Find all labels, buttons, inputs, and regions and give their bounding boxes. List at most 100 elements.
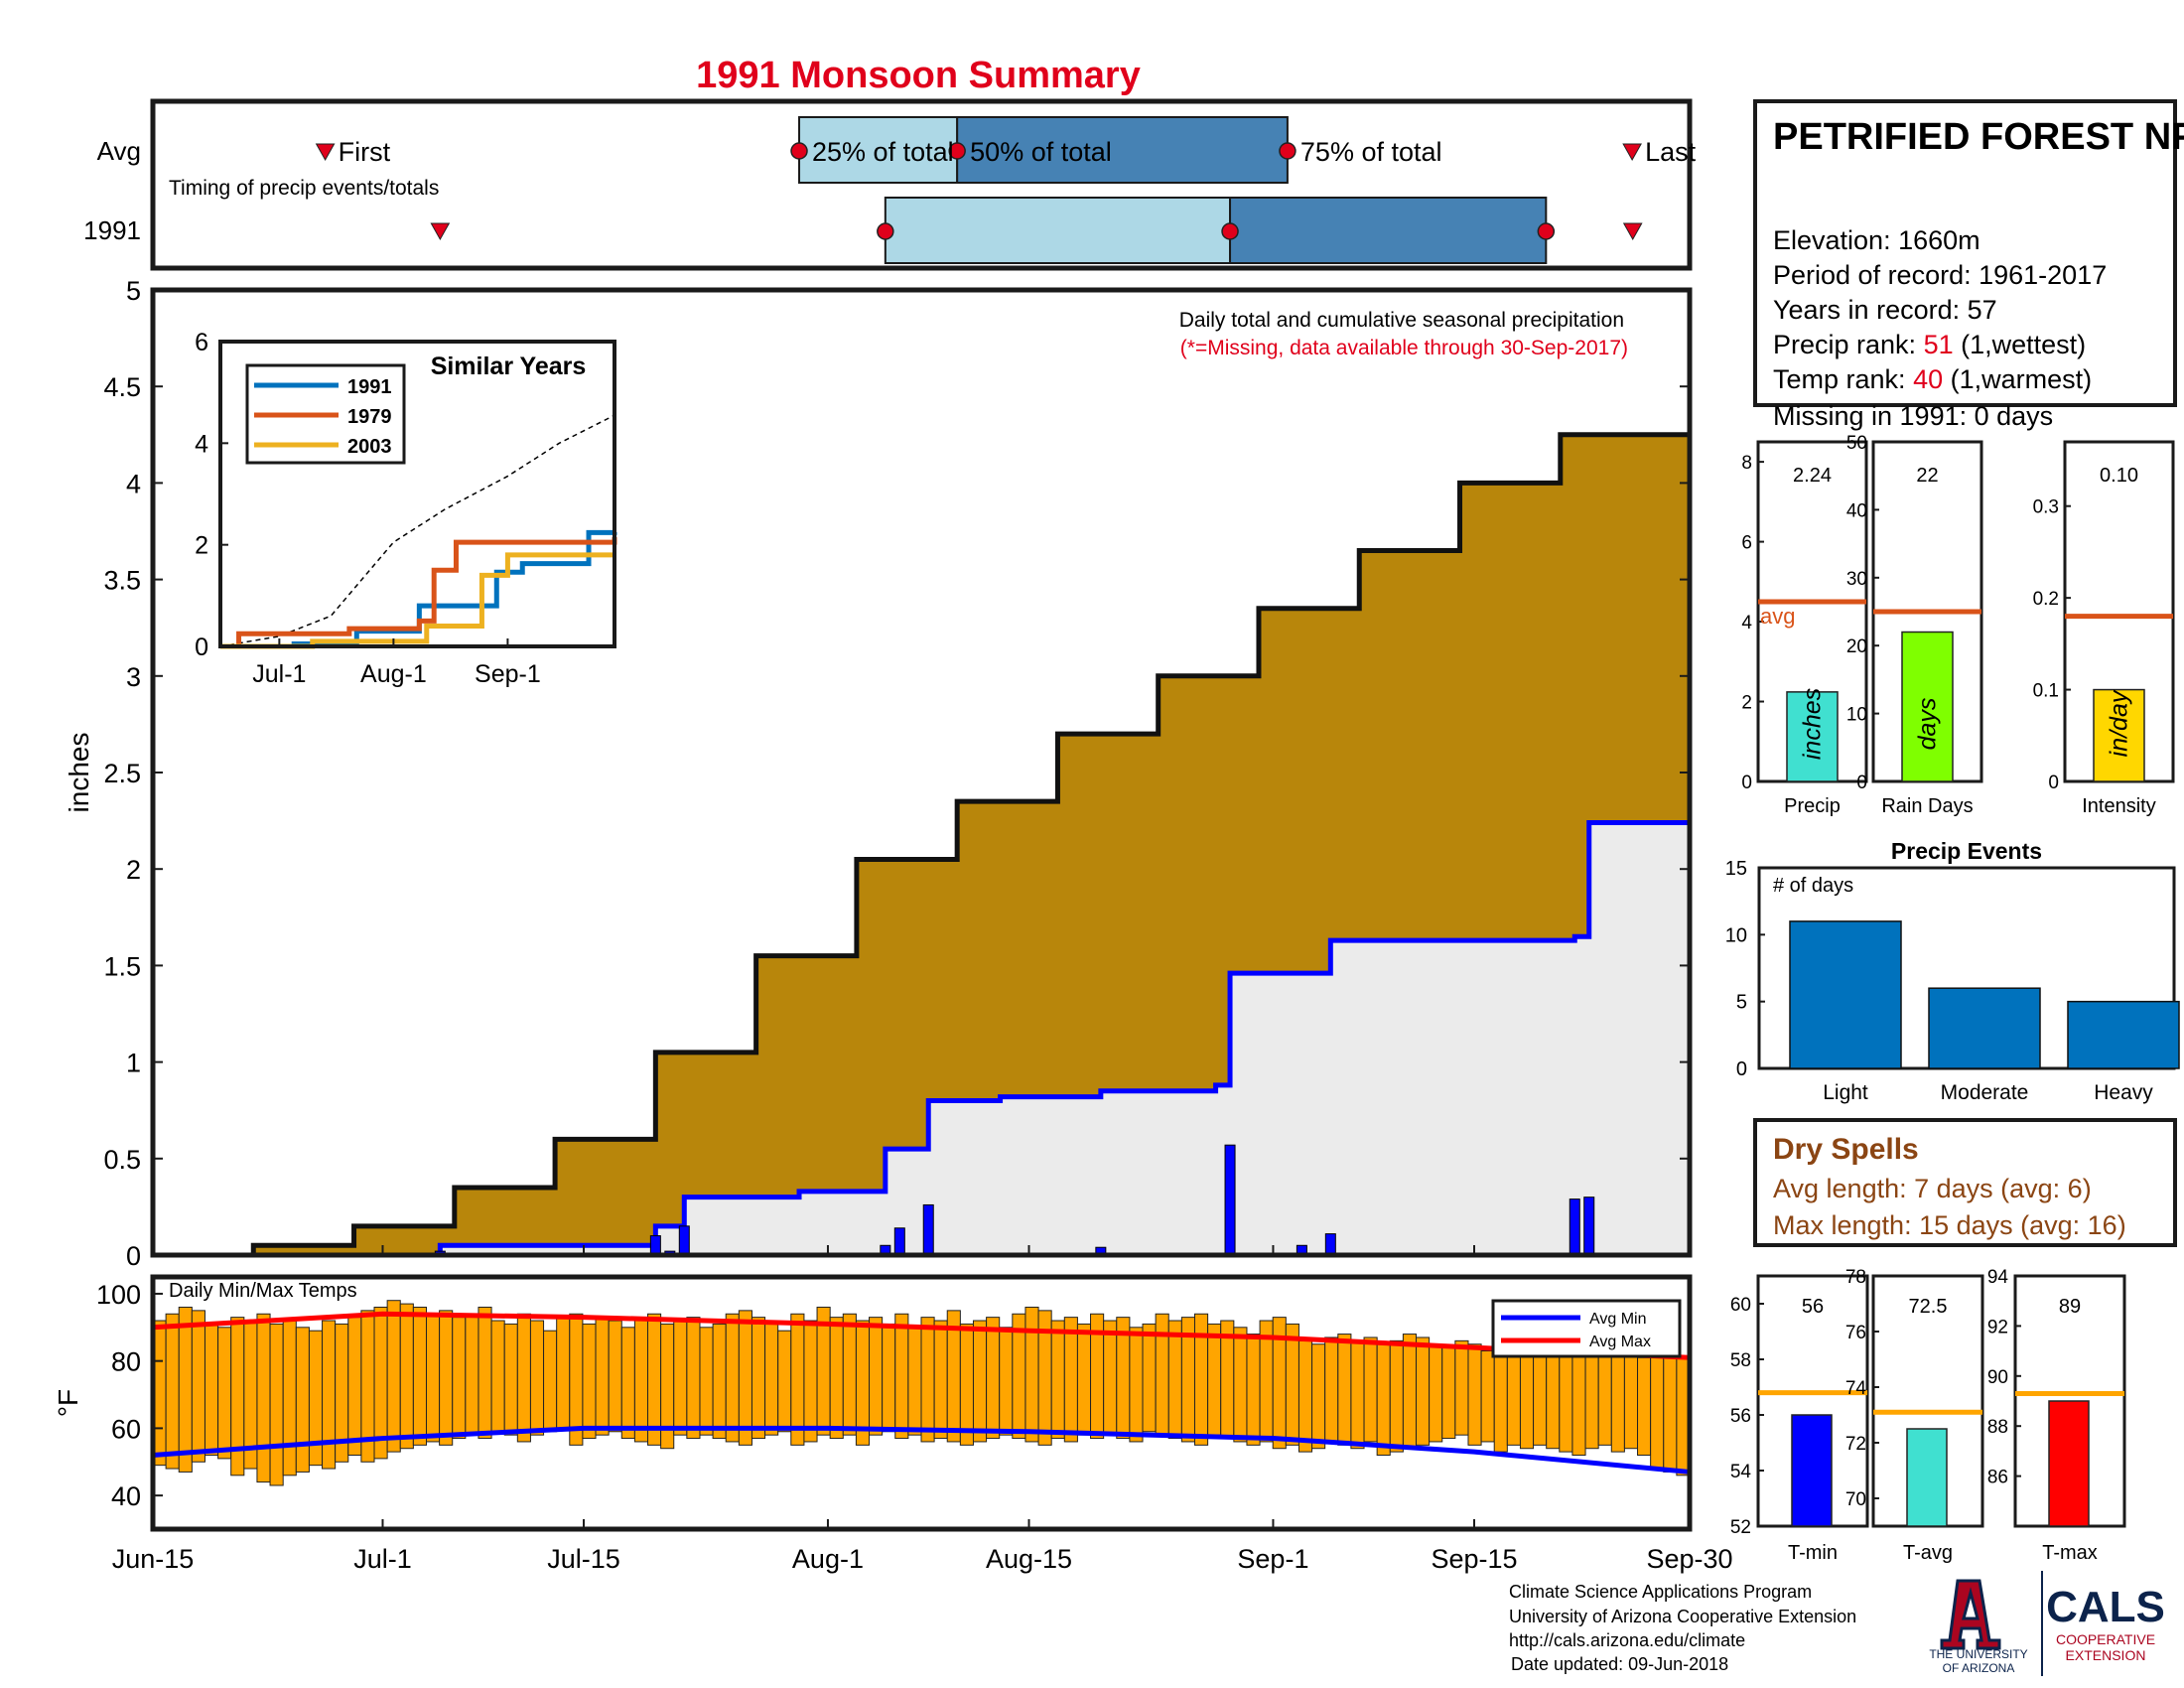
daily-temp-bar — [595, 1317, 610, 1436]
figure-title: 1991 Monsoon Summary — [696, 55, 1141, 96]
daily-temp-bar — [1546, 1353, 1561, 1450]
avg-first-marker — [315, 143, 336, 162]
inset-ytick-label: 6 — [195, 329, 208, 356]
summary-tick-1: 50 — [1846, 433, 1867, 454]
avg-q50-label: 50% of total — [970, 137, 1112, 167]
summary-tick-1: 40 — [1846, 500, 1867, 521]
daily-temp-bar — [1441, 1346, 1456, 1440]
daily-temp-bar — [633, 1317, 649, 1443]
temp-summary-bars: 56 T-min 52 54 56 58 60 72.5 T-avg 70 72 74 76 78 89 T-… — [1730, 1267, 2126, 1564]
avg-q25-label: 25% of total — [812, 137, 954, 167]
temp-summary-bar-2 — [2048, 1400, 2090, 1527]
footer-date: Date updated: 09-Jun-2018 — [1511, 1654, 1728, 1674]
cals-logo: CALS — [2046, 1583, 2165, 1631]
daily-temp-bar — [1454, 1339, 1469, 1436]
cumulative-avg-line — [153, 376, 1693, 1258]
daily-temp-bar — [1376, 1343, 1391, 1456]
temp-summary-tick-2: 92 — [1987, 1317, 2008, 1337]
temp-summary-tick-0: 60 — [1730, 1295, 1751, 1316]
ua-logo: THE UNIVERSITY OF ARIZONA — [1929, 1579, 2028, 1675]
daily-temp-bar — [1297, 1339, 1313, 1453]
cumulative-1991-area — [153, 820, 1690, 1255]
daily-temp-bar — [269, 1323, 284, 1486]
daily-temp-bar — [686, 1317, 701, 1440]
daily-temp-bar — [1623, 1353, 1639, 1450]
legend-label-1991: 1991 — [347, 376, 392, 398]
daily-temp-bar — [1597, 1346, 1612, 1446]
inset-avg-line — [219, 414, 615, 647]
daily-temp-bar — [882, 1323, 896, 1433]
daily-temp-bar — [699, 1327, 714, 1436]
daily-temp-bar — [295, 1327, 310, 1473]
dry-spells-max: Max length: 15 days (avg: 16) — [1773, 1210, 2126, 1240]
daily-temp-bar — [1416, 1336, 1431, 1446]
daily-temp-bar — [1533, 1350, 1548, 1446]
summary-tick-0: 6 — [1741, 533, 1752, 554]
precip-ytick-label: 3.5 — [103, 566, 141, 596]
events-category-label: Light — [1823, 1081, 1868, 1104]
daily-temp-bar — [1324, 1336, 1339, 1443]
daily-temp-bar — [1063, 1317, 1078, 1443]
summary-tick-2: 0 — [2048, 773, 2059, 793]
precip-ytick-label: 0.5 — [103, 1145, 141, 1175]
precip-rank-value: 51 — [1924, 330, 1954, 359]
precip-ytick-label: 2 — [126, 855, 141, 885]
summary-avg-label: avg — [1760, 604, 1795, 629]
year-q50-marker — [1221, 222, 1239, 240]
temp-label: Daily Min/Max Temps — [169, 1280, 357, 1302]
timing-caption: Timing of precip events/totals — [169, 177, 439, 200]
dry-spells-panel: Dry Spells Avg length: 7 days (avg: 6) M… — [1753, 1118, 2177, 1247]
daily-temp-bar — [256, 1313, 271, 1483]
summary-bar-1 — [1901, 631, 1954, 782]
precip-ytick-label: 1 — [126, 1049, 141, 1078]
temp-summary-tick-1: 76 — [1845, 1323, 1866, 1343]
xtick-label: Aug-1 — [792, 1544, 864, 1574]
daily-precip-bar — [893, 1227, 905, 1256]
daily-temp-bar — [725, 1313, 740, 1443]
temp-summary-tick-0: 56 — [1730, 1406, 1751, 1427]
daily-precip-bar — [678, 1225, 690, 1256]
station-elevation: Elevation: 1660m — [1773, 225, 1980, 255]
daily-temp-bar — [1167, 1320, 1182, 1440]
similar-years-inset: 0 2 4 6 Jul-1 Aug-1 Sep-1 Similar Years 1991 1… — [195, 329, 617, 688]
footer-url: http://cals.arizona.edu/climate — [1509, 1630, 1745, 1650]
daily-temp-bar — [803, 1320, 818, 1443]
inset-line-1979 — [220, 536, 617, 649]
daily-temp-bar — [738, 1310, 752, 1446]
station-info-frame — [1753, 99, 2177, 407]
daily-temp-bar — [217, 1327, 232, 1460]
avg-max-line — [152, 1311, 1691, 1360]
daily-temp-bar — [1050, 1320, 1065, 1440]
avg-min-line — [152, 1425, 1691, 1475]
daily-temp-bar — [790, 1313, 805, 1446]
daily-temp-bar — [425, 1313, 441, 1443]
daily-temp-bar — [1350, 1339, 1365, 1450]
avg-q75-label: 75% of total — [1300, 137, 1442, 167]
dry-spells-avg: Avg length: 7 days (avg: 6) — [1773, 1174, 2092, 1203]
temp-ylabel: °F — [53, 1389, 83, 1417]
events-ytick-label: 5 — [1736, 992, 1747, 1014]
temp-summary-tick-0: 54 — [1730, 1462, 1752, 1482]
daily-temp-bar — [478, 1306, 492, 1440]
daily-temp-bar — [1246, 1334, 1261, 1446]
temp-chart: 40 60 80 100 Jun-15 Jul-1 Jul-15 Aug-1 Aug-15 Sep… — [53, 1274, 1733, 1574]
avg-last-marker — [1622, 143, 1642, 162]
daily-temp-bar — [999, 1327, 1014, 1436]
temp-ytick-label: 40 — [111, 1481, 141, 1511]
temp-summary-tick-2: 86 — [1987, 1468, 2008, 1488]
temp-legend: Avg Min Avg Max — [1491, 1299, 1682, 1358]
temp-summary-bar-0 — [1791, 1414, 1833, 1527]
year-q75-marker — [1537, 222, 1556, 240]
summary-tick-2: 0.2 — [2033, 589, 2059, 610]
daily-precip-bar — [922, 1203, 934, 1256]
temp-summary-value-0: 56 — [1802, 1296, 1824, 1318]
ua-logo-line2: OF ARIZONA — [1943, 1661, 2015, 1675]
daily-precip-bar — [649, 1235, 661, 1256]
temp-ytick-label: 80 — [111, 1347, 141, 1377]
precip-ytick-label: 1.5 — [103, 951, 141, 981]
events-ytick-label: 15 — [1725, 858, 1747, 880]
summary-tick-2: 0.1 — [2033, 681, 2059, 702]
inset-frame — [218, 340, 616, 648]
temp-rank-value: 40 — [1913, 364, 1943, 394]
